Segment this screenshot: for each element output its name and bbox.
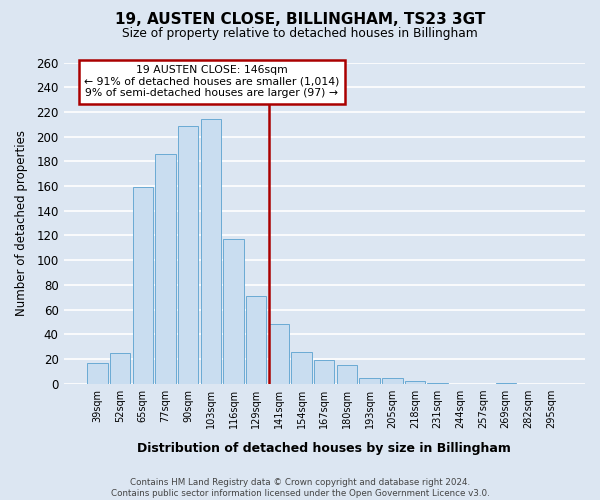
Bar: [405, 382, 425, 384]
Y-axis label: Number of detached properties: Number of detached properties: [15, 130, 28, 316]
Bar: [200, 120, 221, 384]
Bar: [337, 365, 357, 384]
Bar: [246, 296, 266, 384]
Bar: [496, 382, 516, 384]
Bar: [314, 360, 334, 384]
Bar: [223, 239, 244, 384]
Text: Size of property relative to detached houses in Billingham: Size of property relative to detached ho…: [122, 28, 478, 40]
Bar: [292, 352, 312, 384]
Bar: [178, 126, 199, 384]
Text: Contains HM Land Registry data © Crown copyright and database right 2024.
Contai: Contains HM Land Registry data © Crown c…: [110, 478, 490, 498]
Bar: [427, 382, 448, 384]
Bar: [269, 324, 289, 384]
Bar: [133, 188, 153, 384]
Text: 19, AUSTEN CLOSE, BILLINGHAM, TS23 3GT: 19, AUSTEN CLOSE, BILLINGHAM, TS23 3GT: [115, 12, 485, 28]
Text: 19 AUSTEN CLOSE: 146sqm
← 91% of detached houses are smaller (1,014)
9% of semi-: 19 AUSTEN CLOSE: 146sqm ← 91% of detache…: [84, 65, 340, 98]
Bar: [155, 154, 176, 384]
Bar: [110, 353, 130, 384]
Bar: [359, 378, 380, 384]
Bar: [382, 378, 403, 384]
Bar: [87, 362, 107, 384]
X-axis label: Distribution of detached houses by size in Billingham: Distribution of detached houses by size …: [137, 442, 511, 455]
